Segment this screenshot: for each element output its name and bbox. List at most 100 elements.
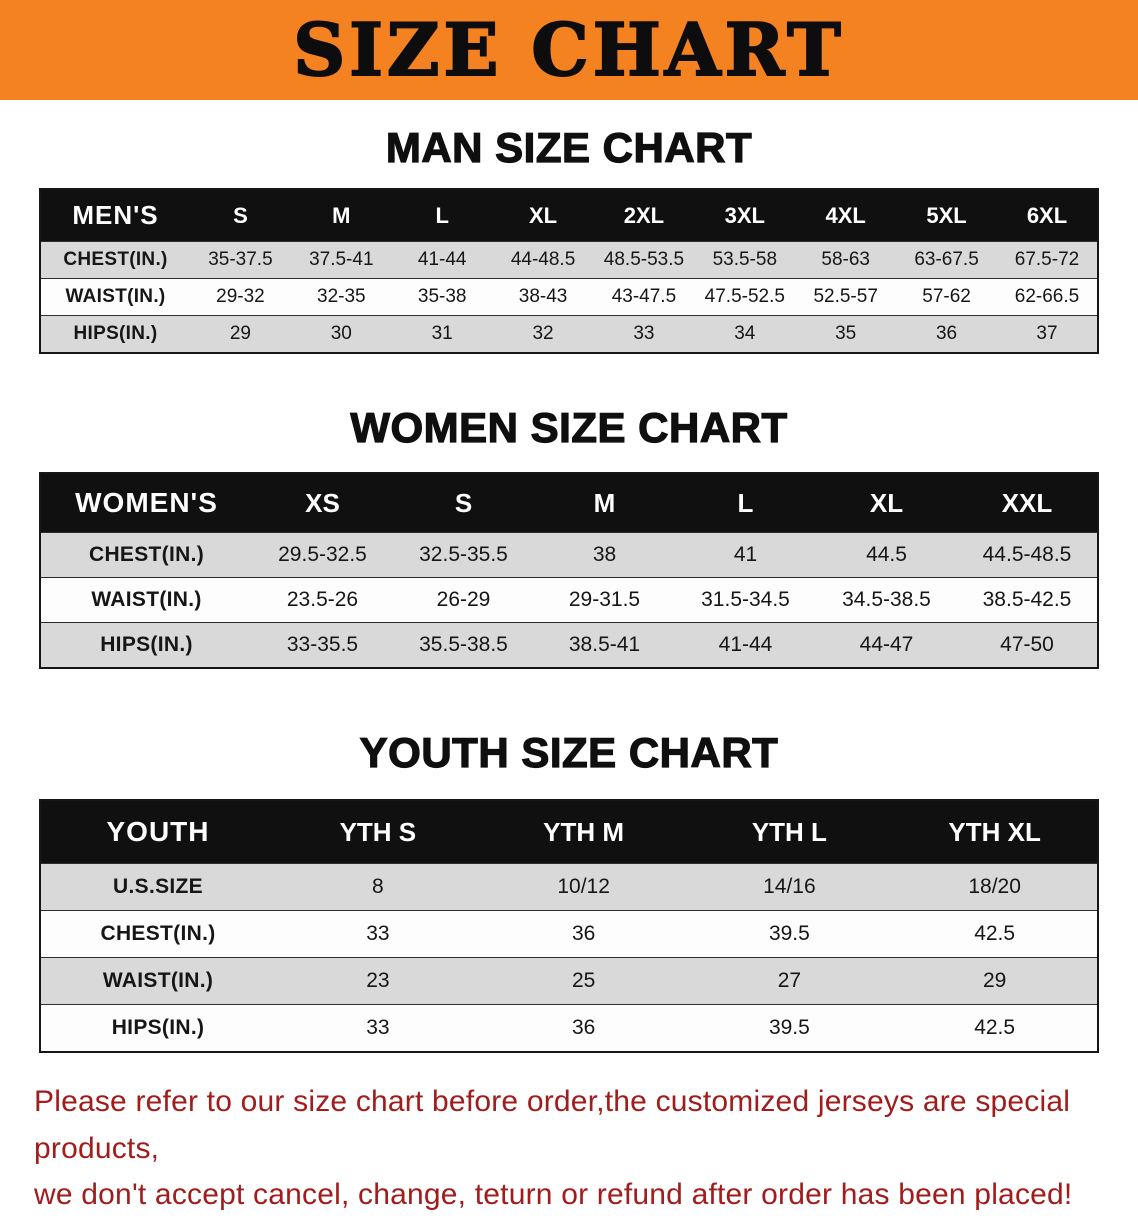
size-value-cell: 41: [675, 532, 816, 578]
size-column-header: L: [675, 473, 816, 533]
size-value-cell: 44-48.5: [492, 241, 594, 279]
size-value-cell: 57-62: [896, 278, 997, 316]
man-size-section: MAN SIZE CHART MEN'S S M L XL 2XL 3XL 4XL 5XL 6XL…: [0, 123, 1138, 354]
size-value-cell: 35-37.5: [190, 241, 291, 279]
table-row: HIPS(IN.) 33 36 39.5 42.5: [40, 1004, 1098, 1052]
size-column-header: XS: [252, 473, 393, 533]
size-value-cell: 42.5: [892, 1004, 1098, 1052]
row-label: HIPS(IN.): [40, 622, 252, 668]
size-column-header: M: [290, 189, 392, 242]
women-size-table: WOMEN'S XS S M L XL XXL CHEST(IN.) 29.5-32.5 32.5…: [39, 472, 1099, 669]
size-column-header: YTH XL: [892, 800, 1098, 864]
row-label: WAIST(IN.): [40, 957, 275, 1005]
size-value-cell: 29: [190, 315, 291, 353]
row-label: WAIST(IN.): [40, 278, 190, 316]
table-corner-label: YOUTH: [40, 800, 275, 864]
size-value-cell: 18/20: [892, 863, 1098, 911]
size-column-header: 2XL: [593, 189, 695, 242]
size-value-cell: 27: [686, 957, 893, 1005]
table-row: WAIST(IN.) 29-32 32-35 35-38 38-43 43-47.5 47.…: [40, 278, 1098, 316]
row-label: HIPS(IN.): [40, 1004, 275, 1052]
size-value-cell: 29: [892, 957, 1098, 1005]
size-value-cell: 26-29: [393, 577, 534, 623]
size-value-cell: 39.5: [686, 1004, 893, 1052]
size-value-cell: 32: [492, 315, 594, 353]
size-value-cell: 37: [997, 315, 1098, 353]
size-column-header: 4XL: [795, 189, 897, 242]
table-row: WAIST(IN.) 23.5-26 26-29 29-31.5 31.5-34.5 34…: [40, 577, 1098, 623]
row-label: U.S.SIZE: [40, 863, 275, 911]
row-label: WAIST(IN.): [40, 577, 252, 623]
size-value-cell: 8: [275, 863, 481, 911]
size-value-cell: 33: [275, 910, 481, 958]
table-row: HIPS(IN.) 33-35.5 35.5-38.5 38.5-41 41-44 44-…: [40, 622, 1098, 668]
size-value-cell: 67.5-72: [997, 241, 1098, 279]
size-value-cell: 58-63: [795, 241, 897, 279]
size-value-cell: 32.5-35.5: [393, 532, 534, 578]
size-value-cell: 36: [480, 1004, 687, 1052]
row-label: CHEST(IN.): [40, 241, 190, 279]
size-value-cell: 36: [480, 910, 687, 958]
table-header-row: YOUTH YTH S YTH M YTH L YTH XL: [40, 800, 1098, 864]
table-row: CHEST(IN.) 33 36 39.5 42.5: [40, 910, 1098, 958]
size-value-cell: 53.5-58: [694, 241, 796, 279]
size-value-cell: 29-32: [190, 278, 291, 316]
size-column-header: XL: [816, 473, 957, 533]
size-value-cell: 42.5: [892, 910, 1098, 958]
size-value-cell: 34: [694, 315, 796, 353]
size-column-header: YTH M: [480, 800, 687, 864]
size-value-cell: 43-47.5: [593, 278, 695, 316]
man-size-table: MEN'S S M L XL 2XL 3XL 4XL 5XL 6XL CHEST(IN.) 35-37…: [39, 188, 1099, 354]
row-label: CHEST(IN.): [40, 532, 252, 578]
size-value-cell: 44.5: [816, 532, 957, 578]
size-value-cell: 38-43: [492, 278, 594, 316]
table-row: CHEST(IN.) 35-37.5 37.5-41 41-44 44-48.5 48.5…: [40, 241, 1098, 279]
size-value-cell: 14/16: [686, 863, 893, 911]
size-value-cell: 34.5-38.5: [816, 577, 957, 623]
size-value-cell: 31.5-34.5: [675, 577, 816, 623]
table-header-row: MEN'S S M L XL 2XL 3XL 4XL 5XL 6XL: [40, 189, 1098, 242]
size-value-cell: 38: [534, 532, 675, 578]
size-value-cell: 10/12: [480, 863, 687, 911]
size-column-header: S: [393, 473, 534, 533]
size-value-cell: 62-66.5: [997, 278, 1098, 316]
size-value-cell: 36: [896, 315, 997, 353]
women-size-heading: WOMEN SIZE CHART: [350, 403, 788, 451]
size-value-cell: 47.5-52.5: [694, 278, 796, 316]
order-notice-line-1: Please refer to our size chart before or…: [34, 1085, 1071, 1165]
size-value-cell: 35.5-38.5: [393, 622, 534, 668]
size-value-cell: 48.5-53.5: [593, 241, 695, 279]
size-column-header: L: [391, 189, 493, 242]
size-column-header: 3XL: [694, 189, 796, 242]
size-value-cell: 23.5-26: [252, 577, 393, 623]
size-value-cell: 47-50: [957, 622, 1098, 668]
size-column-header: YTH S: [275, 800, 481, 864]
size-value-cell: 33: [275, 1004, 481, 1052]
size-value-cell: 44.5-48.5: [957, 532, 1098, 578]
size-column-header: S: [190, 189, 291, 242]
youth-size-section: YOUTH SIZE CHART YOUTH YTH S YTH M YTH L YTH…: [0, 728, 1138, 1053]
size-value-cell: 44-47: [816, 622, 957, 668]
size-column-header: XL: [492, 189, 594, 242]
size-value-cell: 31: [391, 315, 493, 353]
order-notice: Please refer to our size chart before or…: [34, 1079, 1120, 1219]
table-corner-label: MEN'S: [40, 189, 190, 242]
table-row: HIPS(IN.) 29 30 31 32 33 34 35 36 37: [40, 315, 1098, 353]
size-column-header: M: [534, 473, 675, 533]
size-value-cell: 37.5-41: [290, 241, 392, 279]
size-column-header: YTH L: [686, 800, 893, 864]
row-label: CHEST(IN.): [40, 910, 275, 958]
size-value-cell: 41-44: [391, 241, 493, 279]
table-corner-label: WOMEN'S: [40, 473, 252, 533]
size-value-cell: 29-31.5: [534, 577, 675, 623]
size-value-cell: 30: [290, 315, 392, 353]
youth-size-heading: YOUTH SIZE CHART: [359, 728, 779, 776]
size-column-header: XXL: [957, 473, 1098, 533]
size-value-cell: 35: [795, 315, 897, 353]
youth-size-table: YOUTH YTH S YTH M YTH L YTH XL U.S.SIZE 8 10/12…: [39, 799, 1099, 1053]
table-row: WAIST(IN.) 23 25 27 29: [40, 957, 1098, 1005]
women-size-section: WOMEN SIZE CHART WOMEN'S XS S M L XL XXL CHEST(…: [0, 403, 1138, 669]
size-value-cell: 23: [275, 957, 481, 1005]
man-size-heading: MAN SIZE CHART: [385, 123, 753, 171]
size-value-cell: 52.5-57: [795, 278, 897, 316]
